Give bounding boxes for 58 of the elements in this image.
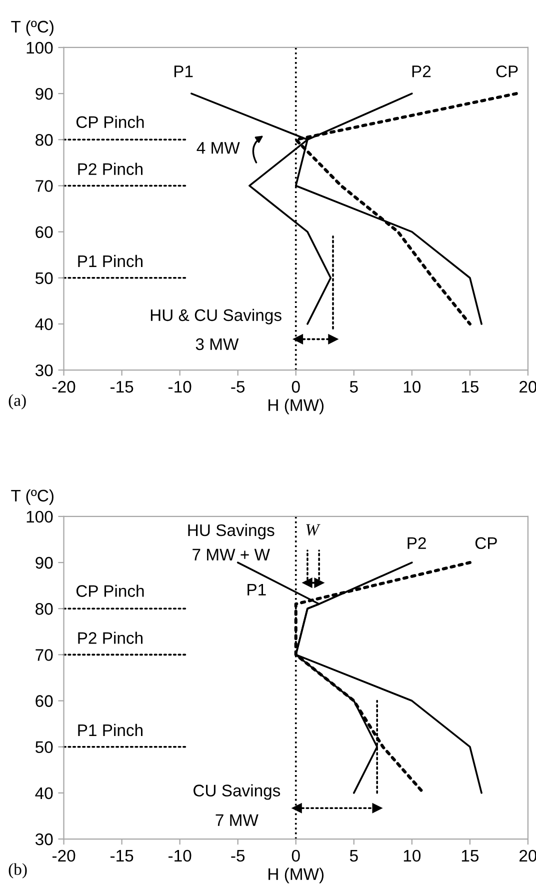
y-tick-label: 90 bbox=[36, 88, 53, 100]
x-tick-label: -20 bbox=[52, 850, 76, 862]
x-tick-label: 15 bbox=[462, 850, 479, 862]
y-tick-label: 50 bbox=[36, 741, 53, 754]
y-tick-label: 30 bbox=[35, 833, 53, 846]
y-tick-label: 60 bbox=[36, 226, 53, 238]
x-tick-label: 5 bbox=[350, 381, 358, 393]
series-label: P2 bbox=[408, 537, 426, 549]
x-tick-label: 10 bbox=[404, 850, 421, 862]
annotation: HU Savings bbox=[188, 524, 274, 540]
y-tick-label: 60 bbox=[36, 695, 53, 707]
annotation: 3 MW bbox=[196, 338, 239, 350]
text: (b) bbox=[8, 863, 27, 878]
x-tick-label: -15 bbox=[110, 381, 134, 393]
annotation: P2 Pinch bbox=[78, 632, 142, 644]
x-tick-label: -20 bbox=[52, 380, 76, 393]
x-axis-title: H (MW) bbox=[268, 398, 324, 414]
y-tick-label: 80 bbox=[36, 603, 53, 615]
x-tick-label: 0 bbox=[292, 850, 300, 862]
annotation: CP Pinch bbox=[76, 584, 144, 597]
annotation: 4 MW bbox=[196, 142, 240, 154]
x-tick-label: 10 bbox=[404, 380, 421, 393]
x-tick-label: -5 bbox=[231, 381, 245, 393]
y-tick-label: 70 bbox=[36, 180, 53, 192]
y-tick-label: 70 bbox=[36, 649, 53, 661]
y-axis-title: T (ºC) bbox=[11, 20, 54, 36]
x-tick-label: 15 bbox=[462, 381, 479, 393]
series-label: P1 bbox=[174, 66, 193, 78]
x-tick-label: -15 bbox=[110, 850, 134, 862]
annotation: W bbox=[306, 524, 320, 536]
annotation: HU & CU Savings bbox=[150, 308, 282, 324]
y-tick-label: 30 bbox=[35, 364, 53, 376]
x-tick-label: -10 bbox=[168, 850, 192, 862]
annotation: P1 Pinch bbox=[78, 724, 142, 736]
series-label: P1 bbox=[248, 584, 266, 596]
x-tick-label: 5 bbox=[350, 850, 358, 862]
annotation: P2 Pinch bbox=[78, 162, 142, 175]
annotation: CU Savings bbox=[194, 784, 280, 800]
y-axis-title: T (ºC) bbox=[11, 489, 54, 505]
series-label: CP bbox=[496, 66, 518, 78]
annotation: 7 MW bbox=[216, 814, 258, 826]
y-tick-label: 40 bbox=[35, 318, 53, 330]
annotation: 7 MW + W bbox=[192, 548, 270, 560]
annotation: P1 Pinch bbox=[78, 254, 142, 268]
series-label: P2 bbox=[412, 66, 431, 78]
y-tick-label: 50 bbox=[36, 272, 53, 284]
x-tick-label: -10 bbox=[168, 380, 192, 393]
y-tick-label: 40 bbox=[35, 787, 53, 800]
x-tick-label: 0 bbox=[292, 380, 300, 393]
x-axis-title: H (MW) bbox=[268, 868, 324, 884]
x-tick-label: -5 bbox=[231, 850, 245, 862]
y-tick-label: 90 bbox=[36, 556, 53, 569]
annotation: CP Pinch bbox=[76, 116, 144, 128]
text: (a) bbox=[8, 394, 26, 410]
y-tick-label: 100 bbox=[26, 510, 53, 523]
series-label: CP bbox=[475, 537, 497, 550]
y-tick-label: 80 bbox=[36, 134, 53, 146]
y-tick-label: 100 bbox=[26, 42, 53, 54]
